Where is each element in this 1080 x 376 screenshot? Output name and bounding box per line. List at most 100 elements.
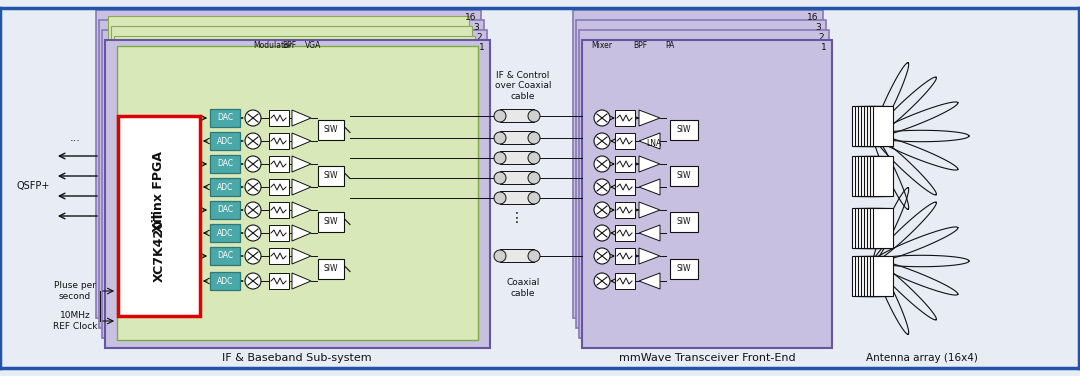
Bar xyxy=(210,109,240,127)
Bar xyxy=(582,40,832,348)
Text: SIW: SIW xyxy=(324,171,338,180)
Text: IF & Baseband Sub-system: IF & Baseband Sub-system xyxy=(222,353,372,363)
Bar xyxy=(500,131,534,144)
Bar xyxy=(615,179,635,195)
Text: SIW: SIW xyxy=(677,217,691,226)
Bar xyxy=(867,256,887,296)
Bar xyxy=(210,247,240,265)
Bar xyxy=(99,20,484,328)
Text: XC7K420T: XC7K420T xyxy=(152,210,165,282)
Circle shape xyxy=(245,273,261,289)
Bar xyxy=(579,30,829,338)
Text: VGA: VGA xyxy=(305,41,321,50)
Text: Pluse per
second: Pluse per second xyxy=(54,281,96,301)
Bar xyxy=(111,26,472,320)
Bar xyxy=(852,106,872,146)
Bar xyxy=(117,46,478,340)
Polygon shape xyxy=(639,110,660,126)
Bar xyxy=(867,208,887,248)
Text: 1: 1 xyxy=(480,43,485,52)
Bar xyxy=(615,248,635,264)
Bar xyxy=(210,224,240,242)
Text: 2: 2 xyxy=(476,33,482,42)
Bar xyxy=(670,259,698,279)
Circle shape xyxy=(528,192,540,204)
Bar xyxy=(210,201,240,219)
Polygon shape xyxy=(292,156,311,172)
Text: ADC: ADC xyxy=(217,182,233,191)
Bar xyxy=(500,191,534,204)
Bar xyxy=(500,171,534,184)
Bar xyxy=(269,156,289,172)
Text: 3: 3 xyxy=(815,23,821,32)
Bar xyxy=(615,156,635,172)
Bar xyxy=(318,259,345,279)
Circle shape xyxy=(245,202,261,218)
Text: DAC: DAC xyxy=(217,206,233,214)
Bar xyxy=(269,273,289,289)
Bar xyxy=(861,106,881,146)
Polygon shape xyxy=(292,202,311,218)
Bar xyxy=(318,165,345,185)
Bar xyxy=(269,225,289,241)
Bar xyxy=(108,16,469,310)
Circle shape xyxy=(528,110,540,122)
Circle shape xyxy=(528,132,540,144)
Circle shape xyxy=(494,152,507,164)
Polygon shape xyxy=(292,273,311,289)
Text: SIW: SIW xyxy=(677,264,691,273)
Text: ADC: ADC xyxy=(217,229,233,238)
Text: BPF: BPF xyxy=(282,41,296,50)
Circle shape xyxy=(594,133,610,149)
Polygon shape xyxy=(639,179,660,195)
Polygon shape xyxy=(639,248,660,264)
Bar xyxy=(870,156,890,196)
Text: ADC: ADC xyxy=(217,136,233,146)
Text: SIW: SIW xyxy=(324,264,338,273)
Text: DAC: DAC xyxy=(217,252,233,261)
Bar xyxy=(318,211,345,232)
Bar xyxy=(867,106,887,146)
Circle shape xyxy=(494,110,507,122)
Bar xyxy=(870,208,890,248)
Bar xyxy=(102,30,487,338)
Bar xyxy=(118,116,200,316)
Bar xyxy=(615,273,635,289)
Bar xyxy=(873,156,893,196)
Polygon shape xyxy=(292,179,311,195)
Polygon shape xyxy=(639,225,660,241)
Bar xyxy=(576,20,826,328)
Text: mmWave Transceiver Front-End: mmWave Transceiver Front-End xyxy=(619,353,795,363)
Bar xyxy=(615,225,635,241)
Text: LNA: LNA xyxy=(646,138,662,147)
Polygon shape xyxy=(639,273,660,289)
Bar xyxy=(615,110,635,126)
Bar xyxy=(500,151,534,164)
Text: 3: 3 xyxy=(473,23,480,32)
Circle shape xyxy=(494,172,507,184)
Text: DAC: DAC xyxy=(217,114,233,123)
Bar xyxy=(114,36,475,330)
Circle shape xyxy=(528,152,540,164)
Circle shape xyxy=(494,192,507,204)
Circle shape xyxy=(594,248,610,264)
Bar xyxy=(861,256,881,296)
Text: Antenna array (16x4): Antenna array (16x4) xyxy=(866,353,977,363)
Bar xyxy=(210,178,240,196)
Text: SIW: SIW xyxy=(677,125,691,134)
Bar xyxy=(855,106,875,146)
Bar xyxy=(269,248,289,264)
Bar xyxy=(858,106,878,146)
Bar xyxy=(870,256,890,296)
Bar xyxy=(210,155,240,173)
Text: 16: 16 xyxy=(464,13,476,22)
Bar xyxy=(864,106,885,146)
Bar xyxy=(852,256,872,296)
Circle shape xyxy=(245,179,261,195)
Circle shape xyxy=(594,202,610,218)
Bar xyxy=(210,272,240,290)
Bar xyxy=(864,208,885,248)
Text: BPF: BPF xyxy=(633,41,647,50)
Circle shape xyxy=(245,156,261,172)
Bar xyxy=(318,120,345,139)
